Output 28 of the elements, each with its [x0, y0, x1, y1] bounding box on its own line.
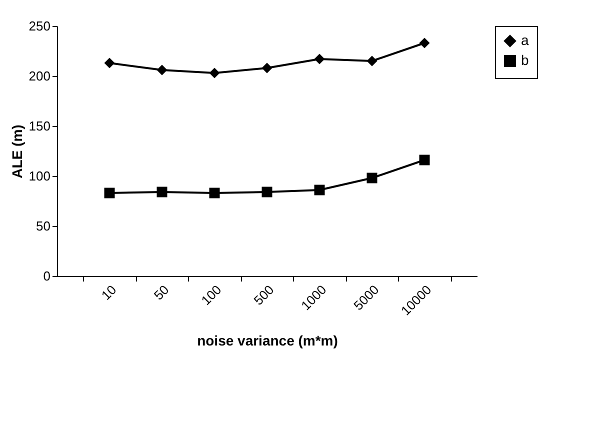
y-tick-label: 200 — [28, 68, 50, 84]
legend-label: b — [521, 52, 529, 68]
x-tick-label: 500 — [250, 282, 277, 308]
point — [366, 172, 378, 184]
y-tick-label: 0 — [43, 268, 50, 284]
legend-label: a — [521, 32, 529, 48]
y-tick-label: 250 — [28, 18, 50, 34]
point — [419, 38, 430, 48]
x-tick-label: 50 — [150, 282, 172, 303]
point — [366, 56, 378, 66]
point — [419, 154, 430, 166]
y-axis-title: ALE (m) — [8, 124, 25, 178]
point — [104, 58, 115, 68]
point — [209, 188, 220, 198]
x-tick-label: 100 — [198, 282, 224, 308]
point — [262, 186, 272, 198]
point — [156, 186, 168, 198]
point — [314, 184, 325, 196]
y-tick-label: 50 — [36, 218, 50, 234]
point — [156, 64, 168, 76]
point — [104, 188, 115, 198]
point — [209, 68, 220, 78]
y-tick-label: 100 — [28, 168, 50, 184]
point — [262, 62, 272, 74]
x-tick-label: 10 — [98, 282, 120, 303]
y-tick-label: 150 — [28, 118, 50, 134]
point — [314, 54, 325, 64]
x-axis-title: noise variance (m*m) — [197, 332, 338, 348]
